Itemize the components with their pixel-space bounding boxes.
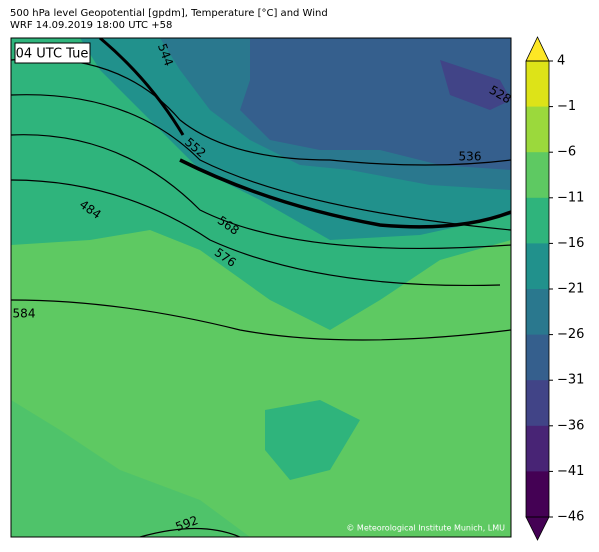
colorbar-tick-label: −1: [557, 99, 576, 114]
contour-label: 536: [459, 150, 482, 164]
copyright: © Meteorological Institute Munich, LMU: [346, 524, 505, 533]
colorbar-band: [526, 471, 549, 518]
colorbar-tick-label: −6: [557, 145, 576, 160]
colorbar-tick-label: −46: [557, 510, 584, 525]
colorbar-band: [526, 425, 549, 472]
colorbar-tick-label: −11: [557, 190, 584, 205]
colorbar-tick-label: −21: [557, 282, 584, 297]
colorbar-tick-label: −31: [557, 373, 584, 388]
colorbar-band: [526, 61, 549, 108]
colorbar-extend: [525, 36, 550, 62]
colorbar-band: [526, 334, 549, 381]
colorbar-tick-label: −16: [557, 236, 584, 251]
map-area: 04 UTC Tue © Meteorological Institute Mu…: [11, 38, 511, 537]
colorbar-band: [526, 243, 549, 290]
colorbar-band: [526, 197, 549, 244]
time-label: 04 UTC Tue: [16, 47, 89, 62]
colorbar-band: [526, 380, 549, 427]
map-frame: [10, 37, 512, 538]
colorbar-extend: [525, 516, 550, 541]
colorbar-tick-label: −26: [557, 327, 584, 342]
title-line: WRF 14.09.2019 18:00 UTC +58: [10, 20, 172, 31]
colorbar-tick-label: −41: [557, 464, 584, 479]
colorbar-band: [526, 106, 549, 153]
colorbar-tick-label: 4: [557, 54, 565, 69]
colorbar-tick-label: −36: [557, 418, 584, 433]
contour-label: 584: [13, 307, 36, 321]
colorbar-band: [526, 289, 549, 336]
colorbar-band: [526, 152, 549, 199]
title-line: 500 hPa level Geopotential [gpdm], Tempe…: [10, 8, 328, 19]
